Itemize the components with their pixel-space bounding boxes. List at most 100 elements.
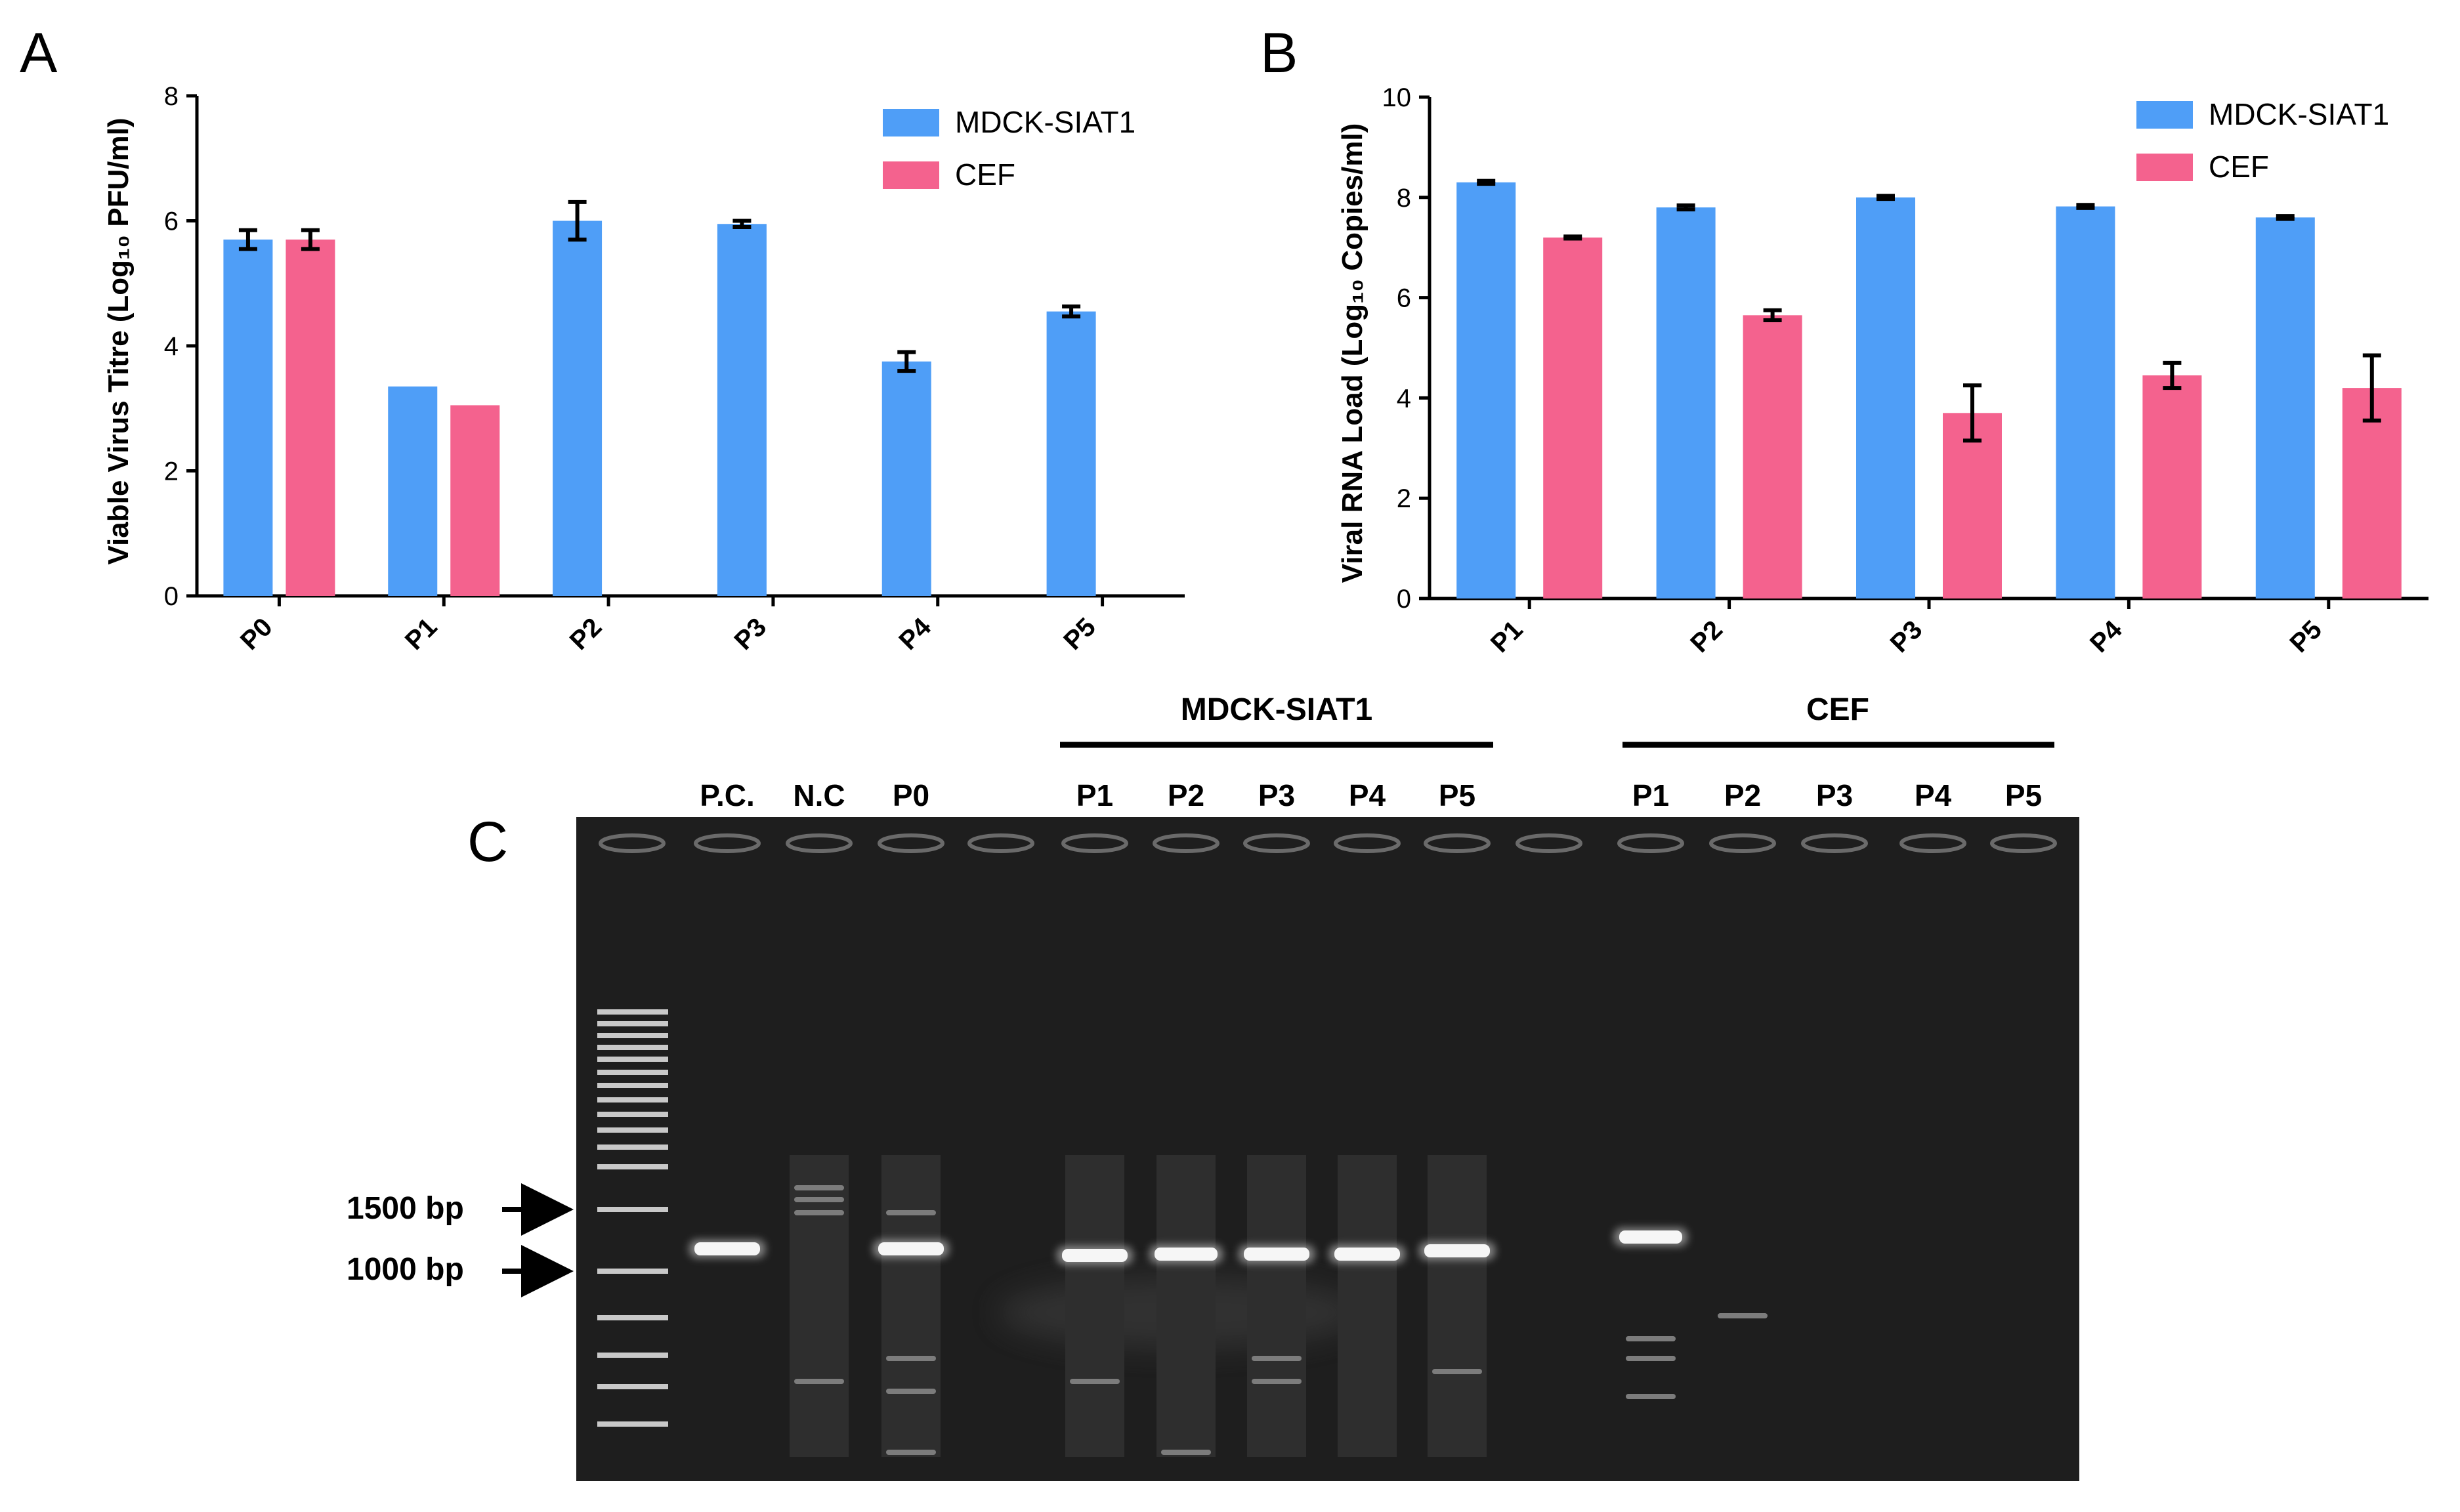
ladder-band xyxy=(597,1207,668,1212)
gel-well xyxy=(967,833,1034,853)
bar-mdck-siat1-p2 xyxy=(553,220,603,596)
y-tick-label: 6 xyxy=(1397,284,1411,313)
lane-label: P5 xyxy=(2005,778,2042,812)
legend-swatch-cef xyxy=(883,161,939,189)
lane-label: P1 xyxy=(1076,778,1113,812)
legend-swatch-mdck-siat1 xyxy=(2136,101,2193,129)
faint-band xyxy=(1626,1336,1676,1341)
lane-label: P4 xyxy=(1349,778,1386,812)
bar-cef-p5 xyxy=(2342,388,2402,598)
y-tick-label: 4 xyxy=(1397,384,1411,413)
gel-well xyxy=(1990,833,2057,853)
y-tick-label: 6 xyxy=(164,207,179,236)
ladder-band xyxy=(597,1045,668,1050)
ladder-band xyxy=(597,1421,668,1427)
x-tick-label: P4 xyxy=(893,612,937,656)
faint-band xyxy=(1626,1356,1676,1361)
ladder-band xyxy=(597,1384,668,1389)
bar-mdck-siat1-p2 xyxy=(1656,207,1716,599)
y-tick-label: 8 xyxy=(1397,184,1411,213)
gel-well xyxy=(1061,833,1128,853)
x-tick-label: P2 xyxy=(1685,615,1728,658)
lane-label: P3 xyxy=(1258,778,1295,812)
lane-label: P4 xyxy=(1915,778,1952,812)
x-tick-label: P3 xyxy=(1885,615,1928,658)
x-tick-label: P5 xyxy=(2284,615,2327,658)
pcr-band xyxy=(1244,1248,1309,1261)
bar-cef-p1 xyxy=(450,405,500,596)
faint-band xyxy=(1432,1369,1482,1374)
gel-well xyxy=(599,833,666,853)
legend-swatch-mdck-siat1 xyxy=(883,109,939,136)
gel-well xyxy=(1709,833,1776,853)
y-tick-label: 2 xyxy=(164,457,179,486)
x-tick-label: P0 xyxy=(235,612,278,656)
pcr-band xyxy=(694,1242,760,1255)
lane-smear xyxy=(1338,1155,1397,1457)
bar-mdck-siat1-p4 xyxy=(881,361,931,596)
bar-cef-p0 xyxy=(286,240,335,596)
faint-band xyxy=(1718,1313,1768,1318)
ladder-band xyxy=(597,1033,668,1038)
bar-cef-p3 xyxy=(1943,413,2002,598)
faint-band xyxy=(1252,1356,1302,1361)
gel-well xyxy=(694,833,761,853)
panel-b-y-axis-label: Viral RNA Load (Log₁₀ Copies/ml) xyxy=(1336,123,1368,583)
gel-well xyxy=(1424,833,1491,853)
ladder-band xyxy=(597,1127,668,1133)
pcr-band xyxy=(1619,1230,1682,1244)
bar-cef-p1 xyxy=(1543,237,1603,598)
ladder-band xyxy=(597,1083,668,1088)
ladder-band xyxy=(597,1070,668,1075)
ladder-band xyxy=(597,1021,668,1026)
gel-well xyxy=(1516,833,1582,853)
ladder-band xyxy=(597,1144,668,1150)
ladder-band xyxy=(597,1269,668,1274)
panel-c-label: C xyxy=(467,810,508,873)
pcr-band xyxy=(1062,1249,1128,1262)
x-tick-label: P3 xyxy=(729,612,773,656)
lane-label: P0 xyxy=(893,778,929,812)
bar-mdck-siat1-p3 xyxy=(717,224,767,596)
legend-swatch-cef xyxy=(2136,154,2193,181)
group-label-cef: CEF xyxy=(1806,692,1869,727)
bar-mdck-siat1-p5 xyxy=(1046,311,1096,596)
lane-label: P.C. xyxy=(700,778,755,812)
panel-c-gel: C MDCK-SIAT1 CEF P.C. N.C P0 P1 P2 P3 P4 P5 P1 P2… xyxy=(347,692,2079,1481)
gel-well xyxy=(786,833,853,853)
pcr-band xyxy=(878,1242,944,1255)
bar-mdck-siat1-p5 xyxy=(2255,217,2315,598)
x-tick-label: P5 xyxy=(1058,612,1101,656)
lane-smear xyxy=(1065,1155,1124,1457)
y-tick-label: 10 xyxy=(1382,83,1412,112)
faint-band xyxy=(1252,1379,1302,1384)
lane-label: P5 xyxy=(1439,778,1475,812)
y-tick-label: 0 xyxy=(1397,585,1411,614)
ladder-band xyxy=(597,1353,668,1358)
pcr-band xyxy=(1334,1248,1400,1261)
legend-label-mdck-siat1: MDCK-SIAT1 xyxy=(955,105,1135,139)
ladder-band xyxy=(597,1009,668,1015)
lane-smear xyxy=(1156,1155,1216,1457)
gel-well xyxy=(1899,833,1966,853)
x-tick-label: P4 xyxy=(2085,615,2128,658)
bar-mdck-siat1-p3 xyxy=(1856,197,1915,598)
faint-band xyxy=(886,1450,936,1455)
lane-smear xyxy=(881,1155,941,1457)
bar-mdck-siat1-p1 xyxy=(1456,182,1516,598)
marker-label-1000: 1000 bp xyxy=(347,1252,464,1287)
gel-well xyxy=(1801,833,1868,853)
lane-label: P3 xyxy=(1816,778,1853,812)
faint-band xyxy=(794,1379,844,1384)
panel-b-chart: B Viral RNA Load (Log₁₀ Copies/ml) 0 2 4 6 8… xyxy=(1260,22,2428,658)
faint-band xyxy=(1161,1450,1211,1455)
lane-smear xyxy=(1428,1155,1487,1457)
bar-cef-p2 xyxy=(1743,315,1802,598)
ladder-band xyxy=(597,1315,668,1320)
y-tick-label: 0 xyxy=(164,582,179,611)
lane-label: P1 xyxy=(1632,778,1669,812)
faint-band xyxy=(1626,1394,1676,1399)
group-label-mdck: MDCK-SIAT1 xyxy=(1181,692,1372,727)
bar-mdck-siat1-p4 xyxy=(2056,206,2115,598)
